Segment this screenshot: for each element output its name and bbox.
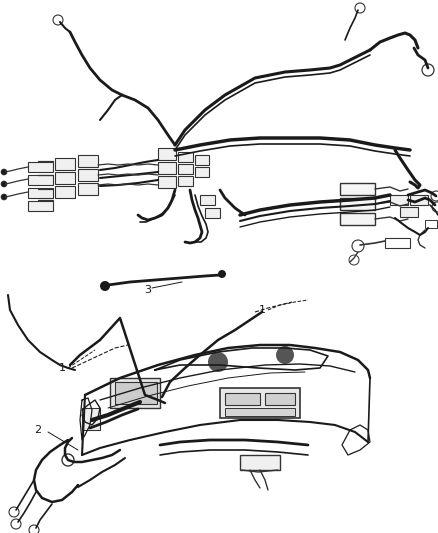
Bar bbox=[195, 167, 209, 177]
Circle shape bbox=[1, 194, 7, 200]
Bar bbox=[55, 172, 75, 184]
Bar bbox=[240, 455, 280, 470]
Bar bbox=[55, 158, 75, 170]
Circle shape bbox=[1, 169, 7, 175]
Bar bbox=[200, 195, 215, 205]
Bar bbox=[195, 155, 209, 165]
Bar bbox=[400, 207, 418, 217]
Bar bbox=[78, 183, 98, 195]
Bar bbox=[225, 408, 295, 416]
Bar bbox=[385, 238, 410, 248]
Circle shape bbox=[276, 346, 294, 364]
Bar bbox=[55, 186, 75, 198]
Text: 3: 3 bbox=[145, 285, 152, 295]
Bar bbox=[220, 388, 300, 418]
Bar bbox=[340, 183, 375, 195]
Bar bbox=[28, 188, 53, 198]
Bar bbox=[78, 155, 98, 167]
Bar bbox=[28, 175, 53, 185]
Bar bbox=[158, 162, 176, 174]
Bar bbox=[178, 176, 193, 186]
Bar bbox=[410, 195, 428, 205]
Bar bbox=[158, 176, 176, 188]
Text: 2: 2 bbox=[35, 425, 42, 435]
Bar bbox=[225, 393, 260, 405]
Bar bbox=[158, 148, 176, 160]
Text: 1: 1 bbox=[258, 305, 265, 315]
Bar bbox=[205, 208, 220, 218]
Bar bbox=[78, 169, 98, 181]
Bar bbox=[178, 164, 193, 174]
Bar bbox=[82, 408, 100, 430]
Circle shape bbox=[218, 270, 226, 278]
Bar bbox=[340, 198, 375, 210]
Bar bbox=[265, 393, 295, 405]
Bar bbox=[425, 220, 437, 228]
Bar bbox=[110, 378, 160, 408]
Bar bbox=[340, 213, 375, 225]
Text: 1: 1 bbox=[59, 363, 66, 373]
Bar bbox=[115, 382, 157, 404]
Bar bbox=[28, 201, 53, 211]
Circle shape bbox=[1, 181, 7, 187]
Circle shape bbox=[100, 281, 110, 291]
Circle shape bbox=[208, 352, 228, 372]
Bar bbox=[390, 195, 408, 205]
Bar bbox=[178, 152, 193, 162]
Bar bbox=[28, 162, 53, 172]
